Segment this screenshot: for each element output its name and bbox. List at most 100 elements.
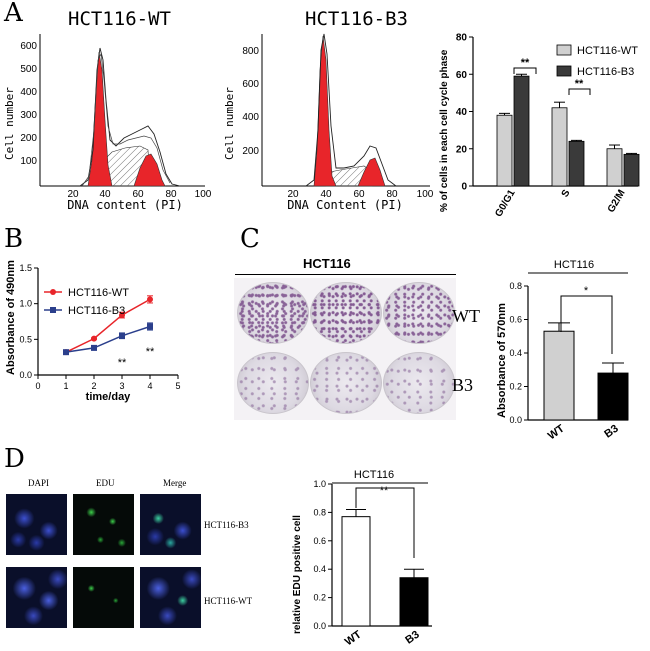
cell-cycle-sig-bracket: [513, 67, 537, 74]
colony-chart-xtick-label: B3: [602, 423, 620, 441]
mtt-point: [63, 349, 69, 356]
edu-chart-ytick-label: 0.4: [313, 564, 326, 574]
flow-wt-xtick: 20: [67, 189, 79, 200]
flow-b3-xtick: 100: [417, 189, 434, 200]
mtt-xtick-label: 2: [91, 381, 96, 391]
flow-wt-title: HCT116-WT: [68, 8, 171, 30]
colony-plate: [237, 352, 309, 414]
cell-cycle-ytick-label: 0: [461, 182, 467, 193]
flow-wt-ylabel: Cell number: [3, 87, 16, 160]
edu-chart-ytick-label: 0.2: [313, 593, 326, 603]
flow-wt-ytick: 300: [20, 110, 37, 121]
panel-letter-b: B: [4, 224, 24, 254]
colony-plate: [310, 282, 382, 344]
cell-cycle-bar: [623, 153, 640, 187]
flow-wt-ytick: 500: [20, 64, 37, 75]
colony-chart-ytick-label: 0.6: [509, 315, 522, 325]
legend-label-b3: HCT116-B3: [577, 66, 634, 78]
flow-wt-xtick: 40: [99, 189, 111, 200]
cell-cycle-xtick-label: G0/G1: [493, 188, 517, 219]
cell-cycle-bar: [551, 107, 568, 187]
cell-cycle-ytick-label: 20: [456, 144, 468, 155]
cell-cycle-xtick-label: G2/M: [606, 188, 628, 215]
mtt-point: [91, 344, 97, 351]
flow-wt-ytick: 400: [20, 87, 37, 98]
flow-b3-xlabel: DNA Content (PI): [287, 198, 403, 212]
edu-chart-bar: [399, 577, 429, 627]
colony-plate: [383, 352, 455, 414]
flow-b3-ytick: 600: [242, 79, 259, 90]
mtt-xtick-label: 4: [147, 381, 152, 391]
micro-merge-wt: [140, 567, 201, 628]
flow-wt-g2-peak: [133, 153, 166, 187]
cell-cycle-ytick-label: 60: [456, 70, 468, 81]
micro-col-label: DAPI: [28, 478, 50, 488]
colony-plates-title-rule: [235, 274, 456, 275]
colony-chart-xtick-label: WT: [546, 422, 567, 442]
cell-cycle-sig: **: [575, 78, 584, 90]
cell-cycle-ylabel: % of cells in each cell cycle phase: [439, 49, 450, 212]
flow-wt-xtick: 60: [132, 189, 144, 200]
mtt-xtick-label: 0: [35, 381, 40, 391]
colony-row-label-b3: B3: [452, 375, 474, 395]
colony-chart-bar: [543, 330, 575, 421]
colony-plate: [383, 282, 455, 344]
legend-swatch-b3: [556, 65, 572, 77]
cell-cycle-bar: [496, 114, 513, 187]
colony-chart-ytick-label: 0.8: [509, 281, 522, 291]
mtt-sig: **: [118, 357, 127, 369]
flow-b3-ytick: 400: [242, 112, 259, 123]
edu-chart-bar: [341, 516, 371, 627]
cell-cycle-sig: **: [521, 57, 530, 69]
flow-b3-title: HCT116-B3: [305, 8, 408, 30]
colony-sig: *: [584, 285, 589, 297]
mtt-xtick-label: 5: [175, 381, 180, 391]
cell-cycle-bar: [513, 75, 530, 187]
micro-row-label-b3: HCT116-B3: [204, 520, 249, 530]
mtt-point: [119, 312, 125, 319]
flow-wt-envelope-2: [81, 52, 171, 187]
mtt-legend-marker-b3: [50, 307, 56, 313]
flow-wt-ytick: 100: [20, 156, 37, 167]
colony-row-label-wt: WT: [452, 306, 480, 326]
cell-cycle-xtick-label: S: [560, 188, 573, 200]
flow-b3-xtick: 40: [320, 189, 332, 200]
flow-b3-envelope: [305, 33, 397, 187]
panel-letter-a: A: [4, 0, 23, 28]
flow-b3-ylabel: Cell number: [223, 87, 236, 160]
colony-chart-ytick-label: 0.4: [509, 348, 522, 358]
flow-b3-ytick: 800: [242, 46, 259, 57]
colony-plates-photo: [234, 278, 456, 420]
legend-label-wt: HCT116-WT: [577, 45, 638, 57]
flow-b3-xtick: 80: [386, 189, 398, 200]
mtt-ylabel: Absorbance of 490nm: [5, 260, 17, 375]
micro-dapi-wt: [6, 567, 67, 628]
flow-b3-xtick: 20: [287, 189, 299, 200]
mtt-xtick-label: 1: [63, 381, 68, 391]
mtt-point: [91, 335, 97, 342]
micro-row-label-wt: HCT116-WT: [204, 596, 253, 606]
edu-sig: **: [380, 485, 389, 497]
flow-wt-xtick: 100: [195, 189, 212, 200]
micro-edu-b3: [73, 494, 134, 555]
flow-b3-g1-peak: [313, 35, 337, 187]
micro-merge-b3: [140, 494, 201, 555]
mtt-point: [147, 296, 153, 303]
flow-b3-histogram: Cell number 200 400 600 800 20 40 60 80 …: [223, 33, 434, 212]
cell-cycle-chart: % of cells in each cell cycle phase 0 20 4…: [439, 33, 640, 219]
mtt-legend-marker-wt: [50, 289, 56, 295]
mtt-xlabel: time/day: [86, 391, 132, 403]
colony-plates-title: HCT116: [303, 256, 351, 271]
mtt-series-line: [65, 298, 151, 353]
edu-chart-ytick-label: 1.0: [313, 479, 326, 489]
edu-sig-bracket: [355, 487, 415, 558]
edu-chart-ytick-label: 0.6: [313, 536, 326, 546]
colony-plate: [237, 282, 309, 344]
panel-letter-c: C: [240, 224, 260, 254]
edu-chart-ylabel: relative EDU positive cell: [292, 515, 303, 634]
mtt-legend-wt: HCT116-WT: [68, 287, 129, 299]
flow-b3-g2-peak: [357, 157, 386, 187]
cell-cycle-bar: [606, 148, 623, 187]
micro-col-label: Merge: [163, 478, 187, 488]
